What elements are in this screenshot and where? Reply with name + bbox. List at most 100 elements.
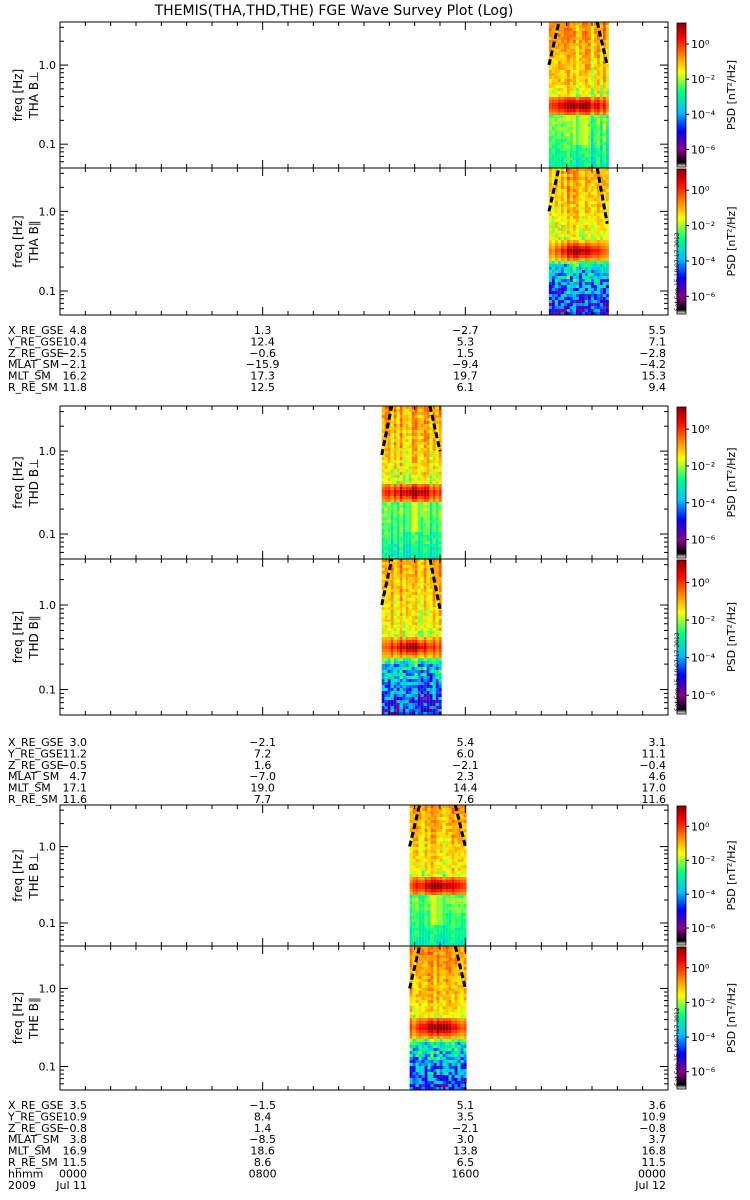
spectrogram-cell xyxy=(399,439,403,442)
spectrogram-cell xyxy=(605,168,609,171)
spectrogram-cell xyxy=(563,91,567,94)
spectrogram-cell xyxy=(566,88,570,91)
spectrogram-cell xyxy=(560,192,564,195)
spectrogram-cell xyxy=(381,712,385,715)
spectrogram-cell xyxy=(429,616,433,619)
spectrogram-cell xyxy=(402,472,406,475)
spectrogram-cell xyxy=(575,180,579,183)
spectrogram-cell xyxy=(420,532,424,535)
spectrogram-cell xyxy=(429,631,433,634)
spectrogram-cell xyxy=(572,106,576,109)
spectrogram-cell xyxy=(554,22,558,25)
spectrogram-cell xyxy=(427,886,431,889)
spectrogram-cell xyxy=(587,240,591,243)
spectrogram-cell xyxy=(581,61,585,64)
spectrogram-cell xyxy=(396,451,400,454)
spectrogram-cell xyxy=(396,496,400,499)
spectrogram-cell xyxy=(402,415,406,418)
spectrogram-cell xyxy=(578,142,582,145)
spectrogram-cell xyxy=(584,106,588,109)
spectrogram-cell xyxy=(551,270,555,273)
spectrogram-cell xyxy=(429,625,433,628)
spectrogram-cell xyxy=(399,436,403,439)
spectrogram-cell xyxy=(581,276,585,279)
spectrogram-cell xyxy=(432,559,436,562)
spectrogram-cell xyxy=(557,43,561,46)
spectrogram-cell xyxy=(429,466,433,469)
spectrogram-cell xyxy=(387,538,391,541)
spectrogram-cell xyxy=(605,186,609,189)
spectrogram-cell xyxy=(593,186,597,189)
spectrogram-cell xyxy=(551,186,555,189)
spectrogram-cell xyxy=(414,685,418,688)
spectrogram-cell xyxy=(427,907,431,910)
spectrogram-cell xyxy=(575,64,579,67)
spectrogram-cell xyxy=(402,460,406,463)
spectrogram-cell xyxy=(551,312,555,315)
spectrogram-cell xyxy=(581,312,585,315)
spectrogram-cell xyxy=(387,685,391,688)
spectrogram-cell xyxy=(578,88,582,91)
spectrogram-cell xyxy=(384,427,388,430)
spectrogram-cell xyxy=(393,682,397,685)
spectrogram-cell xyxy=(584,258,588,261)
spectrogram-cell xyxy=(566,43,570,46)
spectrogram-cell xyxy=(563,225,567,228)
spectrogram-cell xyxy=(426,709,430,712)
spectrogram-cell xyxy=(409,883,413,886)
spectrogram-cell xyxy=(563,243,567,246)
spectrogram-cell xyxy=(436,844,440,847)
spectrogram-cell xyxy=(560,207,564,210)
spectrogram-cell xyxy=(414,511,418,514)
spectrogram-cell xyxy=(405,466,409,469)
spectrogram-cell xyxy=(423,685,427,688)
spectrogram-cell xyxy=(551,267,555,270)
spectrogram-cell xyxy=(596,58,600,61)
spectrogram-cell xyxy=(438,436,442,439)
spectrogram-cell xyxy=(569,312,573,315)
spectrogram-cell xyxy=(596,261,600,264)
spectrogram-cell xyxy=(566,94,570,97)
spectrogram-cell xyxy=(599,225,603,228)
spectrogram-cell xyxy=(563,270,567,273)
spectrogram-cell xyxy=(575,297,579,300)
spectrogram-cell xyxy=(581,285,585,288)
spectrogram-cell xyxy=(602,171,606,174)
spectrogram-cell xyxy=(411,526,415,529)
spectrogram-cell xyxy=(548,285,552,288)
spectrogram-cell xyxy=(432,589,436,592)
spectrogram-cell xyxy=(393,511,397,514)
spectrogram-cell xyxy=(424,898,428,901)
spectrogram-cell xyxy=(399,484,403,487)
spectrogram-cell xyxy=(415,820,419,823)
spectrogram-cell xyxy=(435,670,439,673)
spectrogram-cell xyxy=(390,613,394,616)
spectrogram-cell xyxy=(390,619,394,622)
spectrogram-cell xyxy=(390,700,394,703)
spectrogram-cell xyxy=(590,309,594,312)
spectrogram-cell xyxy=(578,58,582,61)
spectrogram-cell xyxy=(548,252,552,255)
spectrogram-cell xyxy=(605,91,609,94)
spectrogram-cell xyxy=(430,847,434,850)
spectrogram-cell xyxy=(426,454,430,457)
spectrogram-cell xyxy=(436,892,440,895)
spectrogram-cell xyxy=(587,46,591,49)
spectrogram-cell xyxy=(551,195,555,198)
spectrogram-cell xyxy=(408,448,412,451)
spectrogram-cell xyxy=(414,442,418,445)
spectrogram-cell xyxy=(438,691,442,694)
spectrogram-cell xyxy=(551,300,555,303)
spectrogram-cell xyxy=(411,487,415,490)
spectrogram-cell xyxy=(548,130,552,133)
spectrogram-cell xyxy=(429,523,433,526)
spectrogram-cell xyxy=(572,49,576,52)
spectrogram-cell xyxy=(390,661,394,664)
spectrogram-cell xyxy=(602,145,606,148)
spectrogram-cell xyxy=(584,261,588,264)
spectrogram-cell xyxy=(411,616,415,619)
colorbar-tick-label: 10⁻² xyxy=(691,614,715,627)
spectrogram-cell xyxy=(560,243,564,246)
spectrogram-cell xyxy=(408,535,412,538)
spectrogram-cell xyxy=(438,616,442,619)
